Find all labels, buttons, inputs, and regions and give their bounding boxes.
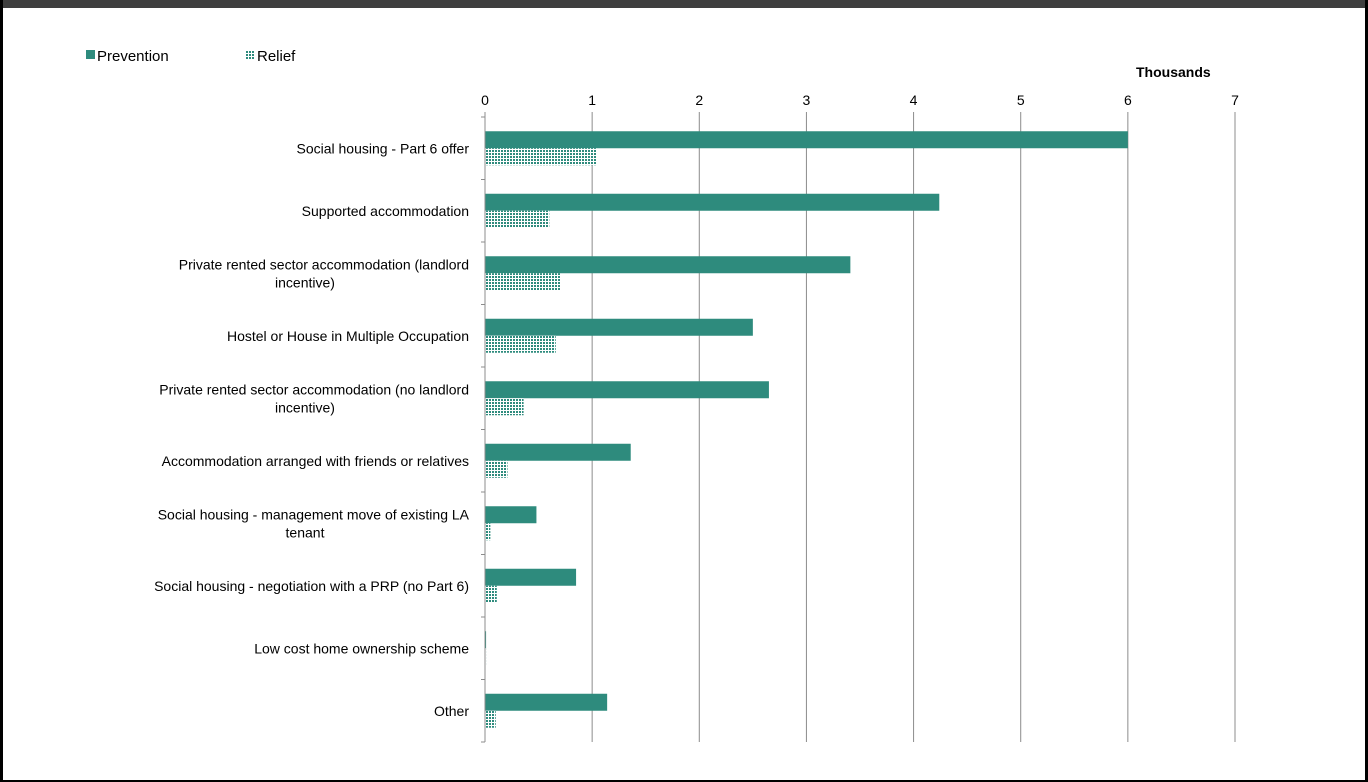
- bar-prevention: [485, 256, 851, 274]
- bar-relief: [485, 460, 508, 478]
- bar-relief: [485, 210, 550, 228]
- category-label: Private rented sector accommodation (lan…: [179, 256, 469, 272]
- x-tick-label: 6: [1124, 92, 1132, 108]
- legend-label-relief: Relief: [257, 48, 296, 65]
- x-tick-label: 5: [1017, 92, 1025, 108]
- x-tick-label: 3: [803, 92, 811, 108]
- bar-prevention: [485, 131, 1128, 149]
- x-tick-labels: 0 1 2 3 4 5 6 7: [481, 92, 1239, 108]
- category-label: Social housing - Part 6 offer: [296, 140, 469, 156]
- category-label: Accommodation arranged with friends or r…: [162, 453, 469, 469]
- frame-border-bottom: [0, 780, 1368, 782]
- legend-swatch-prevention: [86, 50, 95, 59]
- bar-prevention: [485, 506, 537, 524]
- category-label: Private rented sector accommodation (no …: [159, 381, 469, 397]
- bar-relief: [485, 398, 524, 416]
- category-label: Social housing - negotiation with a PRP …: [154, 578, 469, 594]
- bar-prevention: [485, 631, 487, 649]
- category-label: Low cost home ownership scheme: [254, 640, 469, 656]
- category-label: Supported accommodation: [302, 203, 469, 219]
- axis-unit-label: Thousands: [1136, 64, 1211, 80]
- bar-relief: [485, 148, 597, 166]
- bar-relief: [485, 585, 497, 603]
- x-tick-label: 0: [481, 92, 489, 108]
- bar-prevention: [485, 318, 753, 336]
- category-label: Social housing - management move of exis…: [158, 506, 470, 522]
- bar-prevention: [485, 568, 577, 586]
- x-tick-label: 1: [588, 92, 596, 108]
- x-tick-label: 2: [695, 92, 703, 108]
- y-axis: [481, 116, 486, 743]
- bar-prevention: [485, 193, 940, 211]
- legend-label-prevention: Prevention: [97, 48, 169, 65]
- category-labels: Social housing - Part 6 offer Supported a…: [154, 140, 470, 719]
- bars: [485, 131, 1128, 728]
- category-label: incentive): [275, 274, 335, 290]
- category-label: Hostel or House in Multiple Occupation: [227, 328, 469, 344]
- category-label: tenant: [286, 524, 325, 540]
- bar-prevention: [485, 693, 608, 711]
- bar-relief: [485, 273, 560, 291]
- x-tick-label: 7: [1231, 92, 1239, 108]
- bar-relief: [485, 335, 556, 353]
- frame-border-right: [1365, 0, 1368, 782]
- category-label: incentive): [275, 399, 335, 415]
- category-label: Other: [434, 703, 469, 719]
- bar-prevention: [485, 443, 631, 461]
- bar-prevention: [485, 381, 769, 399]
- bar-relief: [485, 710, 496, 728]
- frame-border-left: [0, 0, 3, 782]
- bar-relief: [485, 523, 491, 541]
- legend: Prevention Relief: [86, 48, 296, 65]
- bar-relief: [485, 648, 487, 666]
- legend-swatch-relief: [246, 50, 255, 59]
- x-tick-label: 4: [910, 92, 918, 108]
- window-top-bar: [0, 0, 1368, 8]
